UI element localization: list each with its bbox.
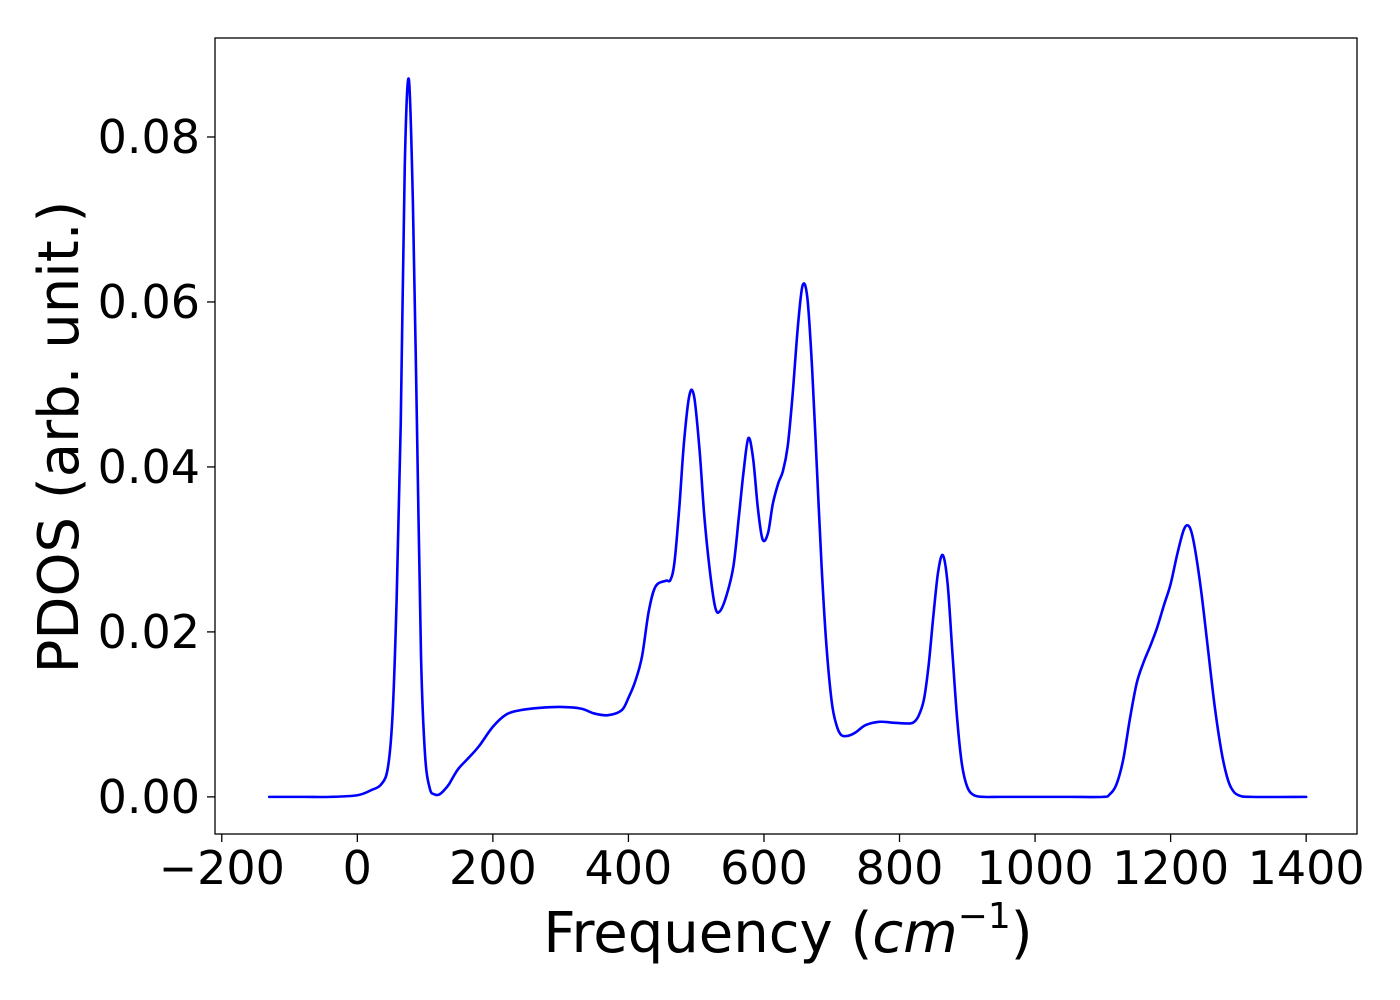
- y-tick-label: 0.04: [98, 440, 200, 494]
- x-axis-label: Frequency (cm−1): [543, 896, 1032, 966]
- x-tick-label: 800: [856, 841, 944, 895]
- y-tick-label: 0.00: [98, 770, 200, 824]
- y-tick-label: 0.06: [98, 275, 200, 329]
- y-tick-label: 0.02: [98, 605, 200, 659]
- x-tick-label: −200: [159, 841, 285, 895]
- x-tick-label: 400: [585, 841, 673, 895]
- x-tick-label: 600: [720, 841, 808, 895]
- x-tick-label: 1000: [977, 841, 1094, 895]
- y-tick-label: 0.08: [98, 110, 200, 164]
- x-tick-label: 1400: [1248, 841, 1365, 895]
- x-tick-label: 1200: [1112, 841, 1229, 895]
- pdos-series-line: [267, 77, 1308, 799]
- x-axis: −200 0 200 400 600 800 1000 1200 1400: [159, 834, 1365, 895]
- y-axis: 0.00 0.02 0.04 0.06 0.08: [98, 110, 215, 824]
- x-tick-label: 0: [343, 841, 372, 895]
- plot-area: [267, 77, 1308, 799]
- x-tick-label: 200: [449, 841, 537, 895]
- plot-frame: [214, 37, 1358, 835]
- y-axis-label: PDOS (arb. unit.): [27, 201, 92, 674]
